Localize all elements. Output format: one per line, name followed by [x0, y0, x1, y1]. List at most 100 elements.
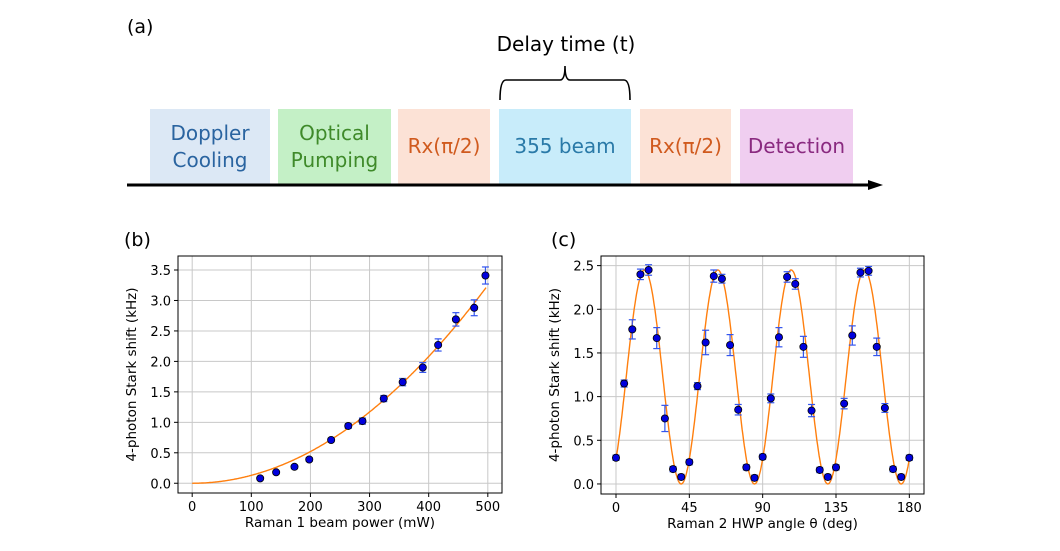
x-tick-label: 45 — [681, 501, 698, 516]
data-point — [717, 274, 726, 283]
data-point — [481, 271, 490, 280]
data-point — [256, 474, 265, 483]
y-tick-label: 1.0 — [573, 391, 594, 406]
data-point — [660, 414, 669, 423]
data-point — [774, 333, 783, 342]
data-point — [379, 394, 388, 403]
arrowhead-icon — [868, 180, 883, 190]
x-tick-label: 200 — [298, 500, 323, 515]
y-tick-label: 0.0 — [150, 477, 171, 492]
data-point — [669, 465, 678, 474]
data-point — [815, 465, 824, 474]
y-tick-label: 3.0 — [150, 294, 171, 309]
x-axis-label: Raman 1 beam power (mW) — [245, 515, 435, 531]
y-tick-label: 2.5 — [573, 260, 594, 275]
data-point — [880, 403, 889, 412]
step-doppler-cooling: Doppler Cooling — [150, 109, 270, 184]
fit-curve — [192, 287, 487, 484]
data-point — [685, 458, 694, 467]
data-point — [701, 338, 710, 347]
data-point — [742, 463, 751, 472]
x-tick-label: 180 — [897, 501, 922, 516]
data-point — [418, 363, 427, 372]
delay-brace — [499, 65, 631, 101]
data-point — [434, 340, 443, 349]
data-point — [272, 468, 281, 477]
data-point — [848, 331, 857, 340]
chart-b: 0 100 200 300 400 500 0.0 0.5 1.0 1.5 2.0 2.5 3.0 3.5… — [124, 255, 503, 531]
data-point — [905, 453, 914, 462]
panel-b-label: (b) — [124, 229, 151, 251]
data-point — [840, 399, 849, 408]
data-point — [823, 472, 832, 481]
step-optical-pumping: Optical Pumping — [278, 109, 391, 184]
step-label: Optical Pumping — [290, 120, 379, 172]
y-tick-label: 2.0 — [573, 303, 594, 318]
x-tick-label: 0 — [612, 501, 620, 516]
data-point — [451, 315, 460, 324]
data-point — [620, 379, 629, 388]
panel-c-label: (c) — [551, 229, 577, 251]
delay-time-label: Delay time (t) — [496, 32, 636, 56]
x-axis-label: Raman 2 HWP angle θ (deg) — [667, 516, 858, 532]
data-point — [766, 394, 775, 403]
data-point — [872, 342, 881, 351]
data-point — [750, 473, 759, 482]
step-label: Detection — [747, 134, 846, 158]
x-tick-label: 90 — [754, 501, 771, 516]
y-tick-label: 0.5 — [573, 434, 594, 449]
data-point — [693, 382, 702, 391]
y-axis-label: 4-photon Stark shift (kHz) — [124, 287, 140, 461]
y-tick-label: 2.5 — [150, 325, 171, 340]
data-point — [636, 270, 645, 279]
data-point — [734, 405, 743, 414]
y-tick-label: 1.5 — [150, 386, 171, 401]
step-detection: Detection — [740, 109, 853, 184]
data-point — [305, 455, 314, 464]
step-label: 355 beam — [514, 134, 616, 158]
data-point — [726, 341, 735, 350]
y-axis-label: 4-photon Stark shift (kHz) — [547, 288, 563, 462]
panel-a-label: (a) — [127, 16, 154, 38]
plot-frame — [600, 255, 925, 495]
plot-frame — [177, 255, 503, 494]
data-point — [889, 465, 898, 474]
data-point — [358, 417, 367, 426]
data-point — [791, 279, 800, 288]
data-point — [644, 265, 653, 274]
step-label: Rx(π/2) — [649, 134, 722, 158]
step-rx-pi2-second: Rx(π/2) — [640, 109, 731, 184]
data-point — [398, 378, 407, 387]
x-tick-label: 300 — [357, 500, 382, 515]
step-rx-pi2-first: Rx(π/2) — [398, 109, 490, 184]
data-point — [652, 334, 661, 343]
y-tick-label: 1.5 — [573, 347, 594, 362]
data-point — [677, 472, 686, 481]
y-tick-label: 2.0 — [150, 355, 171, 370]
data-point — [864, 266, 873, 275]
data-point — [807, 406, 816, 415]
data-point — [470, 303, 479, 312]
chart-c: 0 45 90 135 180 0.0 0.5 1.0 1.5 2.0 2.5 Raman 2 HWP… — [547, 255, 925, 532]
y-tick-label: 0.0 — [573, 478, 594, 493]
x-tick-label: 135 — [824, 501, 849, 516]
data-point — [628, 325, 637, 334]
x-tick-label: 500 — [475, 500, 500, 515]
x-tick-label: 0 — [188, 500, 196, 515]
x-tick-label: 400 — [416, 500, 441, 515]
step-label: Rx(π/2) — [407, 134, 481, 158]
step-label: Doppler Cooling — [170, 120, 250, 172]
x-tick-label: 100 — [239, 500, 264, 515]
data-point — [783, 272, 792, 281]
data-point — [758, 452, 767, 461]
data-point — [709, 272, 718, 281]
data-point — [831, 463, 840, 472]
data-point — [897, 472, 906, 481]
y-tick-label: 1.0 — [150, 416, 171, 431]
y-tick-label: 0.5 — [150, 447, 171, 462]
data-point — [290, 462, 299, 471]
y-tick-label: 3.5 — [150, 264, 171, 279]
step-355-beam: 355 beam — [499, 109, 631, 184]
